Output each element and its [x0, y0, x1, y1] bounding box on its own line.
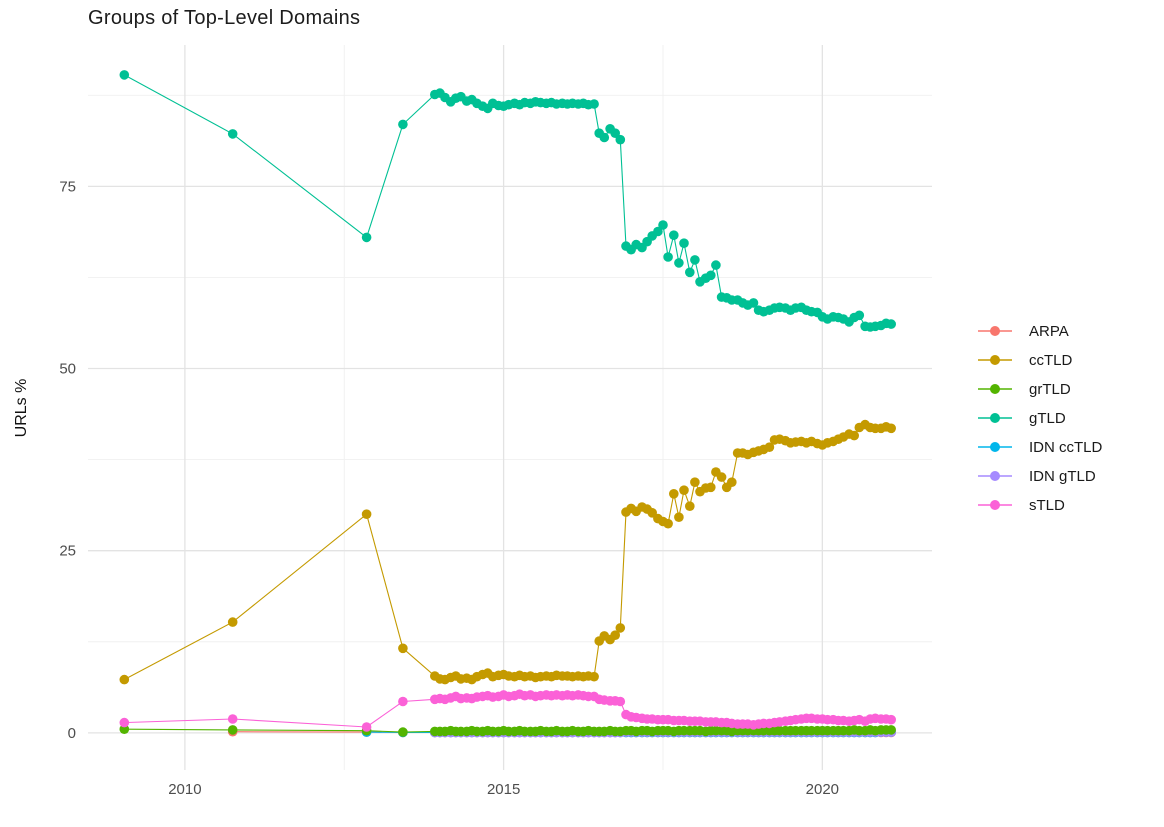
cctld-point	[685, 501, 695, 512]
gtld-point	[589, 99, 599, 109]
gtld-point	[227, 129, 238, 139]
cctld-point	[361, 509, 372, 519]
cctld-point	[615, 623, 626, 633]
cctld-point	[398, 643, 408, 654]
legend-key-icon	[978, 411, 1012, 425]
cctld-point	[727, 477, 737, 488]
grtld-point	[886, 725, 896, 735]
gtld-point	[706, 270, 716, 281]
cctld-point	[886, 423, 896, 434]
gtld-point	[119, 70, 130, 80]
y-tick-label: 50	[59, 361, 76, 378]
cctld-point	[706, 482, 716, 493]
stld-point	[398, 696, 408, 707]
cctld-point	[690, 477, 700, 488]
gtld-point	[690, 255, 700, 265]
cctld-point	[849, 430, 859, 441]
grtld-point	[119, 724, 130, 734]
legend-item-idn-cctld: IDN ccTLD	[978, 436, 1102, 458]
stld-point	[361, 722, 372, 732]
gtld-point	[361, 232, 372, 243]
y-tick-label: 25	[59, 543, 76, 560]
gtld-point	[748, 298, 759, 308]
stld-point	[886, 714, 896, 725]
x-tick-label: 2010	[168, 781, 201, 798]
legend-item-gtld: gTLD	[978, 407, 1102, 429]
legend-label: IDN ccTLD	[1029, 438, 1103, 456]
gtld-point	[685, 267, 695, 278]
cctld-point	[679, 485, 689, 496]
legend-label: ARPA	[1029, 322, 1069, 340]
gtld-point	[398, 119, 408, 130]
stld-point	[227, 714, 238, 724]
gtld-point	[679, 238, 689, 248]
gtld-point	[886, 319, 896, 329]
legend-item-grtld: grTLD	[978, 378, 1102, 400]
legend-item-idn-gtld: IDN gTLD	[978, 465, 1102, 487]
grtld-point	[398, 727, 408, 737]
legend-key-icon	[978, 382, 1012, 396]
gtld-point	[711, 260, 721, 270]
legend-label: gTLD	[1029, 409, 1066, 427]
cctld-point	[119, 674, 130, 685]
stld-point	[119, 717, 130, 728]
cctld-point	[589, 671, 599, 682]
cctld-point	[663, 518, 673, 529]
x-tick-label: 2015	[487, 781, 520, 798]
legend-label: IDN gTLD	[1029, 467, 1096, 485]
x-tick-label: 2020	[806, 781, 839, 798]
gtld-point	[653, 226, 663, 237]
gtld-point	[663, 252, 673, 262]
gtld-point	[615, 134, 626, 145]
legend-item-arpa: ARPA	[978, 320, 1102, 342]
cctld-point	[716, 472, 727, 482]
legend-item-cctld: ccTLD	[978, 349, 1102, 371]
legend-key-icon	[978, 353, 1012, 367]
legend-key-icon	[978, 498, 1012, 512]
gtld-line	[124, 74, 892, 328]
cctld-point	[227, 617, 238, 627]
legend-key-icon	[978, 469, 1012, 483]
cctld-point	[669, 489, 679, 499]
legend-label: ccTLD	[1029, 351, 1073, 369]
gtld-point	[674, 258, 684, 268]
chart-title: Groups of Top-Level Domains	[88, 7, 361, 29]
gtld-point	[658, 220, 668, 230]
y-tick-label: 0	[68, 725, 76, 742]
y-tick-label: 75	[59, 178, 76, 195]
gtld-point	[669, 230, 679, 240]
gtld-point	[854, 310, 865, 321]
legend-key-icon	[978, 440, 1012, 454]
grtld-point	[227, 725, 238, 735]
legend-key-icon	[978, 324, 1012, 338]
gtld-point	[599, 132, 610, 143]
legend-label: sTLD	[1029, 496, 1065, 514]
cctld-point	[674, 512, 684, 522]
legend-item-stld: sTLD	[978, 494, 1102, 516]
cctld-point	[764, 442, 775, 453]
stld-point	[615, 696, 626, 707]
legend-label: grTLD	[1029, 380, 1071, 398]
cctld-point	[610, 630, 620, 640]
legend: ARPA ccTLD grTLD gTLD IDN ccTLD IDN gTLD sTLD	[978, 320, 1102, 516]
gtld-point	[610, 128, 620, 138]
